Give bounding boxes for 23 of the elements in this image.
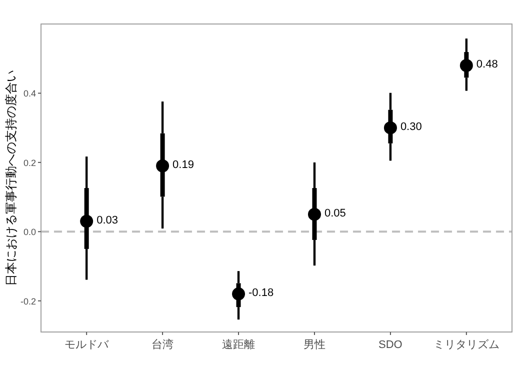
point (308, 208, 321, 221)
x-tick-label: 台湾 (152, 338, 174, 351)
point (232, 287, 246, 300)
data-label: 0.05 (324, 207, 346, 220)
point (156, 159, 170, 172)
data-label: 0.19 (172, 158, 194, 171)
y-tick-label: 0.0 (23, 227, 36, 238)
data-label: 0.30 (400, 120, 422, 133)
y-axis-title: 日本における軍事行動への支持の度合い (4, 70, 18, 286)
x-tick-label: 遠距離 (222, 338, 256, 351)
data-label: 0.48 (476, 58, 498, 71)
x-tick-label: モルドバ (64, 339, 110, 351)
data-label: 0.03 (96, 214, 118, 226)
point (80, 214, 94, 228)
point (460, 59, 473, 72)
y-tick-label: 0.2 (23, 158, 36, 168)
y-tick-label: -0.2 (20, 296, 36, 306)
point (384, 121, 397, 134)
y-tick-label: 0.4 (23, 88, 36, 99)
x-tick-label: ミリタリズム (433, 339, 500, 351)
x-tick-label: 男性 (303, 339, 326, 351)
data-label: -0.18 (248, 286, 274, 299)
x-tick-label: SDO (378, 339, 403, 351)
